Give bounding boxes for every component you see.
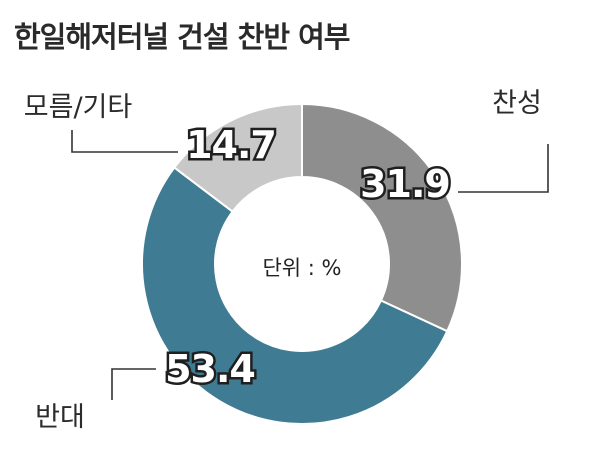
donut-slice-yes: [301, 102, 463, 333]
donut-slices: [141, 102, 463, 425]
leader-line-other: [71, 130, 178, 153]
category-label-other: 모름/기타: [24, 92, 133, 123]
page-title: 한일해저터널 건설 찬반 여부: [14, 20, 350, 54]
value-label-other: 14.7: [186, 123, 276, 167]
category-label-no: 반대: [35, 402, 85, 433]
donut-slice-other: [172, 102, 303, 213]
category-label-yes: 찬성: [492, 88, 542, 119]
leader-line-no: [111, 368, 156, 400]
value-label-yes: 31.9: [360, 162, 450, 206]
donut-slice-no: [141, 166, 449, 425]
unit-label: 단위 : %: [262, 256, 341, 280]
leader-line-yes: [458, 144, 549, 193]
value-label-no: 53.4: [165, 347, 255, 391]
